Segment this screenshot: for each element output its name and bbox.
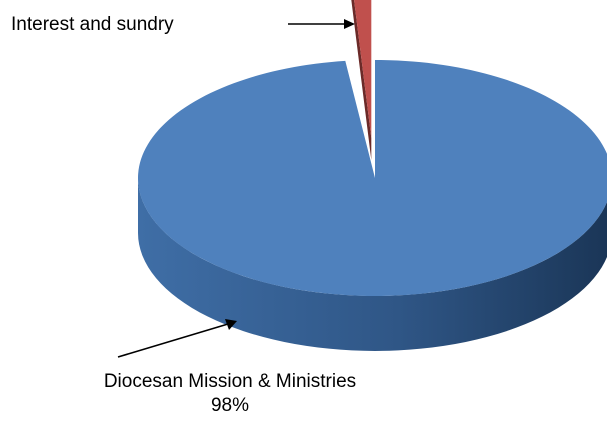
leader-lines: [117, 19, 355, 358]
slice-label-interest: Interest and sundry: [11, 14, 174, 35]
slice-label-diocesan-percent: 98%: [210, 395, 250, 416]
pie-slice-interest-side: [351, 0, 372, 160]
slice-label-diocesan: Diocesan Mission & Ministries 98%: [0, 370, 460, 418]
pie-slice-diocesan-side: [138, 178, 607, 351]
pie-slice-interest: [354, 0, 372, 138]
slice-label-diocesan-name: Diocesan Mission & Ministries: [103, 371, 357, 392]
leader-line-diocesan: [117, 323, 229, 358]
pie-layer: [138, 0, 607, 351]
leader-arrowhead-diocesan: [225, 319, 237, 330]
pie-slice-diocesan: [138, 60, 607, 296]
leader-arrowhead-interest: [344, 19, 355, 29]
